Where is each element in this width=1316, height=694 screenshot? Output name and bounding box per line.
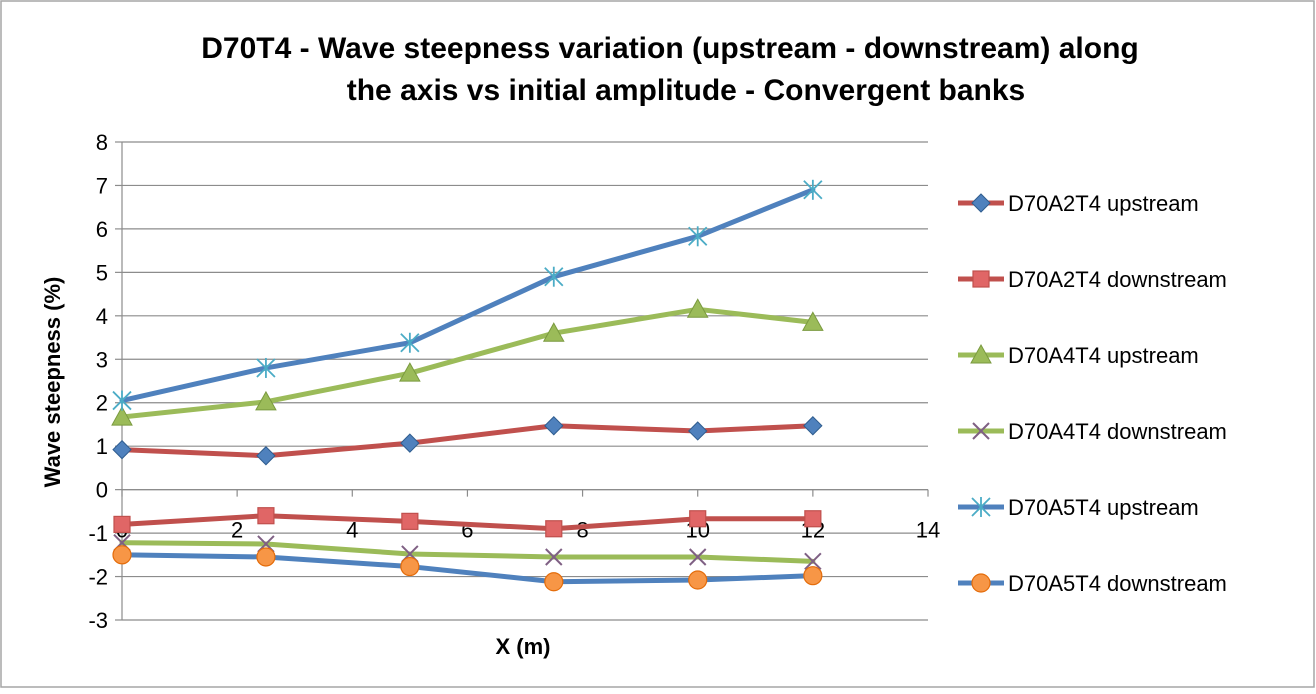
data-point-star: [544, 266, 564, 287]
y-tick-label: -2: [88, 565, 108, 590]
series-line: [119, 513, 816, 532]
legend-label: D70A5T4 upstream: [1008, 495, 1199, 520]
legend-label: D70A2T4 upstream: [1008, 191, 1199, 216]
series-group: [111, 179, 824, 592]
data-point-diamond: [803, 416, 823, 436]
data-point-circle: [400, 556, 420, 577]
data-point-square: [401, 512, 419, 530]
data-point-x: [804, 552, 822, 571]
data-point-triangle: [542, 322, 565, 342]
data-point-triangle: [399, 362, 421, 382]
data-point-star: [803, 179, 823, 200]
data-point-triangle: [255, 390, 277, 411]
data-point-x: [545, 548, 563, 566]
x-tick-label: 2: [231, 518, 243, 543]
series-line: [119, 306, 816, 420]
data-point-star: [256, 357, 276, 378]
series-line: [119, 540, 816, 564]
legend-item: D70A5T4 upstream: [958, 495, 1199, 520]
y-tick-label: 6: [96, 217, 108, 242]
data-point-diamond: [544, 416, 564, 436]
data-point-square: [972, 270, 990, 288]
data-point-square: [113, 515, 131, 534]
data-point-star: [112, 390, 132, 411]
y-tick-label: 1: [96, 434, 108, 459]
y-tick-label: 0: [96, 478, 108, 503]
series-d70a5t4-downstream: [112, 545, 823, 592]
data-point-square: [689, 510, 707, 528]
data-point-x: [689, 548, 707, 566]
data-point-circle: [256, 547, 276, 567]
data-point-triangle: [111, 406, 133, 426]
legend-item: D70A2T4 downstream: [958, 267, 1227, 292]
y-tick-label: 2: [96, 391, 108, 416]
y-tick-label: 7: [96, 173, 108, 198]
legend-label: D70A2T4 downstream: [1008, 267, 1227, 292]
legend-item: D70A5T4 downstream: [958, 571, 1227, 596]
data-point-x: [972, 422, 990, 440]
legend: D70A2T4 upstream D70A2T4 downstream D70A4T…: [958, 191, 1227, 596]
y-tick-label: 5: [96, 260, 108, 285]
y-tick-label: 4: [96, 304, 108, 329]
y-tick-label: 8: [96, 130, 108, 155]
series-line: [119, 552, 816, 585]
series-line: [119, 187, 816, 404]
chart-title-line-1: D70T4 - Wave steepness variation (upstre…: [201, 32, 1138, 65]
data-point-star: [400, 332, 420, 353]
data-point-circle: [544, 572, 564, 592]
y-axis-title: Wave steepness (%): [40, 277, 65, 488]
series-d70a2t4-upstream: [112, 416, 823, 466]
legend-item: D70A4T4 downstream: [958, 419, 1227, 444]
data-point-triangle: [686, 298, 709, 318]
x-tick-label: 6: [461, 518, 473, 543]
data-point-star: [688, 226, 708, 247]
data-point-square: [545, 520, 563, 538]
legend-label: D70A4T4 downstream: [1008, 419, 1227, 444]
data-point-square: [257, 507, 275, 525]
y-tick-label: 3: [96, 347, 108, 372]
series-d70a5t4-upstream: [112, 179, 823, 411]
x-tick-label: 4: [346, 518, 358, 543]
gridlines: [122, 141, 928, 621]
x-tick-label: 8: [576, 518, 588, 543]
data-point-circle: [803, 566, 823, 586]
y-tick-label: -3: [88, 608, 108, 633]
legend-item: D70A4T4 upstream: [958, 343, 1199, 368]
y-tick-label: -1: [88, 521, 108, 546]
data-point-diamond: [112, 439, 132, 460]
legend-label: D70A4T4 upstream: [1008, 343, 1199, 368]
data-point-triangle: [802, 311, 824, 331]
series-d70a4t4-upstream: [111, 298, 824, 426]
data-point-circle: [971, 573, 991, 593]
data-point-diamond: [256, 446, 276, 466]
data-point-circle: [112, 545, 132, 565]
data-point-diamond: [688, 421, 708, 441]
x-tick-label: 14: [916, 518, 940, 543]
x-axis-title: X (m): [496, 634, 551, 659]
data-point-diamond: [971, 193, 991, 213]
data-point-star: [971, 497, 991, 517]
data-point-triangle: [970, 343, 992, 364]
series-d70a2t4-downstream: [113, 507, 822, 538]
data-point-square: [804, 510, 822, 528]
chart-title-line-2: the axis vs initial amplitude - Converge…: [347, 74, 1026, 107]
legend-label: D70A5T4 downstream: [1008, 571, 1227, 596]
legend-item: D70A2T4 upstream: [958, 191, 1199, 216]
data-point-circle: [688, 570, 708, 590]
series-line: [119, 423, 816, 459]
data-point-diamond: [400, 433, 420, 453]
